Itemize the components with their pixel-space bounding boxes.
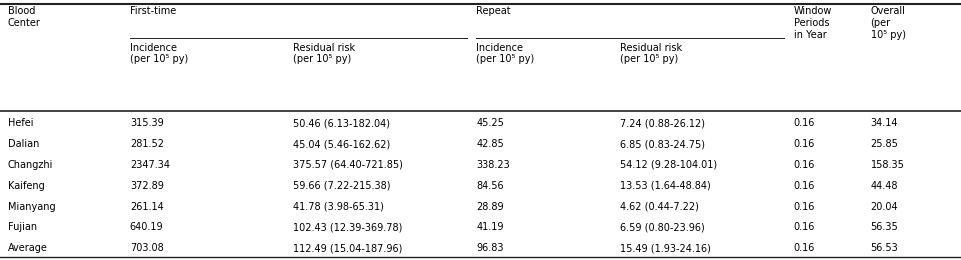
Text: Window
Periods
in Year: Window Periods in Year bbox=[793, 6, 831, 40]
Text: 640.19: 640.19 bbox=[130, 222, 163, 232]
Text: 20.04: 20.04 bbox=[870, 202, 898, 211]
Text: 375.57 (64.40-721.85): 375.57 (64.40-721.85) bbox=[293, 160, 403, 170]
Text: First-time: First-time bbox=[130, 6, 176, 16]
Text: Changzhi: Changzhi bbox=[8, 160, 53, 170]
Text: Average: Average bbox=[8, 243, 47, 253]
Text: 50.46 (6.13-182.04): 50.46 (6.13-182.04) bbox=[293, 118, 390, 128]
Text: Dalian: Dalian bbox=[8, 139, 39, 149]
Text: Incidence
(per 10⁵ py): Incidence (per 10⁵ py) bbox=[130, 43, 188, 64]
Text: 0.16: 0.16 bbox=[793, 118, 814, 128]
Text: 13.53 (1.64-48.84): 13.53 (1.64-48.84) bbox=[620, 181, 710, 191]
Text: Fujian: Fujian bbox=[8, 222, 37, 232]
Text: 41.78 (3.98-65.31): 41.78 (3.98-65.31) bbox=[293, 202, 383, 211]
Text: 59.66 (7.22-215.38): 59.66 (7.22-215.38) bbox=[293, 181, 390, 191]
Text: Mianyang: Mianyang bbox=[8, 202, 56, 211]
Text: Hefei: Hefei bbox=[8, 118, 34, 128]
Text: Overall
(per
10⁵ py): Overall (per 10⁵ py) bbox=[870, 6, 904, 40]
Text: 2347.34: 2347.34 bbox=[130, 160, 170, 170]
Text: 0.16: 0.16 bbox=[793, 243, 814, 253]
Text: 0.16: 0.16 bbox=[793, 181, 814, 191]
Text: 281.52: 281.52 bbox=[130, 139, 163, 149]
Text: 112.49 (15.04-187.96): 112.49 (15.04-187.96) bbox=[293, 243, 403, 253]
Text: 34.14: 34.14 bbox=[870, 118, 898, 128]
Text: 0.16: 0.16 bbox=[793, 139, 814, 149]
Text: 703.08: 703.08 bbox=[130, 243, 163, 253]
Text: 56.35: 56.35 bbox=[870, 222, 898, 232]
Text: Residual risk
(per 10⁵ py): Residual risk (per 10⁵ py) bbox=[620, 43, 682, 64]
Text: 41.19: 41.19 bbox=[476, 222, 504, 232]
Text: 7.24 (0.88-26.12): 7.24 (0.88-26.12) bbox=[620, 118, 704, 128]
Text: 54.12 (9.28-104.01): 54.12 (9.28-104.01) bbox=[620, 160, 717, 170]
Text: 0.16: 0.16 bbox=[793, 202, 814, 211]
Text: 315.39: 315.39 bbox=[130, 118, 163, 128]
Text: 25.85: 25.85 bbox=[870, 139, 898, 149]
Text: 45.25: 45.25 bbox=[476, 118, 504, 128]
Text: Blood
Center: Blood Center bbox=[8, 6, 40, 28]
Text: 158.35: 158.35 bbox=[870, 160, 903, 170]
Text: 42.85: 42.85 bbox=[476, 139, 504, 149]
Text: 4.62 (0.44-7.22): 4.62 (0.44-7.22) bbox=[620, 202, 699, 211]
Text: 28.89: 28.89 bbox=[476, 202, 504, 211]
Text: 84.56: 84.56 bbox=[476, 181, 504, 191]
Text: 0.16: 0.16 bbox=[793, 222, 814, 232]
Text: Incidence
(per 10⁵ py): Incidence (per 10⁵ py) bbox=[476, 43, 534, 64]
Text: Residual risk
(per 10⁵ py): Residual risk (per 10⁵ py) bbox=[293, 43, 356, 64]
Text: 15.49 (1.93-24.16): 15.49 (1.93-24.16) bbox=[620, 243, 710, 253]
Text: 6.59 (0.80-23.96): 6.59 (0.80-23.96) bbox=[620, 222, 704, 232]
Text: 56.53: 56.53 bbox=[870, 243, 898, 253]
Text: 96.83: 96.83 bbox=[476, 243, 504, 253]
Text: Repeat: Repeat bbox=[476, 6, 510, 16]
Text: 102.43 (12.39-369.78): 102.43 (12.39-369.78) bbox=[293, 222, 403, 232]
Text: Kaifeng: Kaifeng bbox=[8, 181, 44, 191]
Text: 261.14: 261.14 bbox=[130, 202, 163, 211]
Text: 6.85 (0.83-24.75): 6.85 (0.83-24.75) bbox=[620, 139, 704, 149]
Text: 44.48: 44.48 bbox=[870, 181, 898, 191]
Text: 45.04 (5.46-162.62): 45.04 (5.46-162.62) bbox=[293, 139, 390, 149]
Text: 338.23: 338.23 bbox=[476, 160, 509, 170]
Text: 0.16: 0.16 bbox=[793, 160, 814, 170]
Text: 372.89: 372.89 bbox=[130, 181, 163, 191]
